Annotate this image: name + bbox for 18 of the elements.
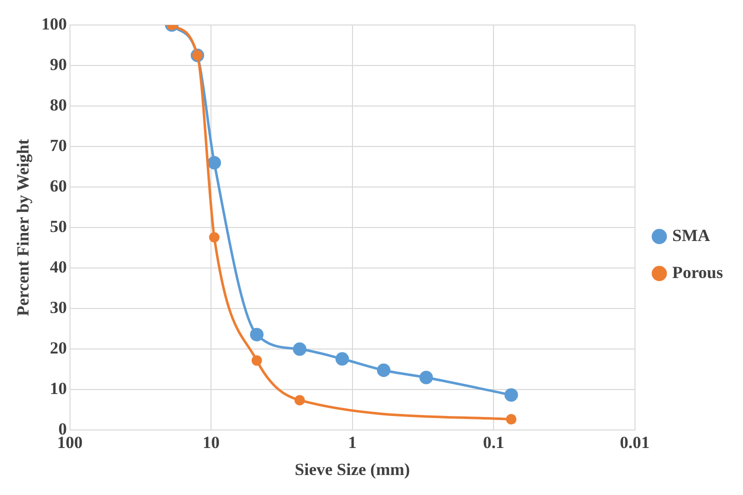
y-axis-title: Percent Finer by Weight [14, 138, 33, 316]
x-axis-title: Sieve Size (mm) [294, 460, 410, 480]
x-tick-label: 10 [202, 432, 220, 452]
y-tick-label: 10 [50, 379, 67, 398]
y-tick-label: 100 [41, 14, 67, 34]
x-tick-label: 0.1 [482, 432, 504, 452]
y-tick-label: 70 [50, 136, 67, 155]
x-tick-label: 1 [348, 432, 357, 452]
y-tick-label: 50 [50, 216, 67, 236]
legend-label: SMA [672, 226, 711, 245]
y-tick-label: 90 [50, 54, 67, 74]
y-tick-label: 40 [50, 258, 67, 277]
y-tick-label: 60 [50, 176, 67, 196]
y-tick-label: 30 [50, 298, 67, 318]
x-tick-label: 0.01 [620, 432, 650, 452]
legend-label: Porous [672, 262, 724, 282]
y-tick-label: 20 [50, 338, 67, 358]
y-tick-label: 80 [50, 95, 67, 114]
